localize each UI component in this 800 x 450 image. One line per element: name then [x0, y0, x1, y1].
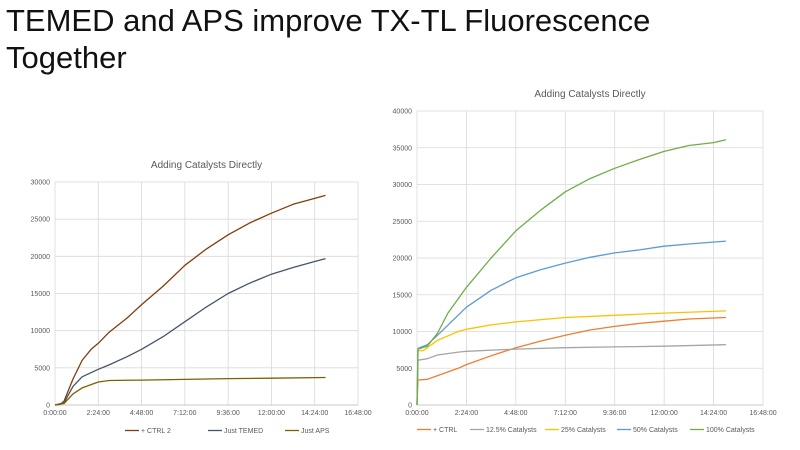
y-tick-label: 30000: [393, 182, 413, 189]
series-line--ctrl: [416, 316, 726, 406]
chart-title: Adding Catalysts Directly: [534, 89, 645, 100]
x-tick-label: 2:24:00: [87, 410, 110, 417]
legend-label: 50% Catalysts: [633, 427, 678, 434]
x-tick-label: 0:00:00: [43, 410, 66, 417]
x-tick-label: 0:00:00: [405, 410, 428, 417]
y-tick-label: 30000: [31, 180, 51, 187]
series-line-12-5-catalysts: [416, 344, 726, 406]
chart-2: Adding Catalysts Directly 0 5000 10000 15000…: [393, 89, 777, 434]
x-tick-label: 12:00:00: [651, 410, 678, 417]
series-line-100-catalysts: [416, 139, 727, 406]
x-tick-label: 14:24:00: [301, 410, 328, 417]
x-tick-label: 16:48:00: [749, 410, 776, 417]
series-line-50-catalysts: [416, 240, 726, 406]
y-tick-label: 20000: [393, 256, 413, 263]
legend-label: 25% Catalysts: [561, 427, 606, 434]
y-tick-label: 25000: [31, 217, 51, 224]
x-tick-label: 4:48:00: [130, 410, 153, 417]
x-tick-label: 2:24:00: [455, 410, 478, 417]
x-tick-label: 14:24:00: [700, 410, 727, 417]
slide-title-line1: TEMED and APS improve TX-TL Fluorescence: [6, 3, 651, 38]
y-tick-label: 10000: [31, 328, 51, 335]
x-tick-label: 16:48:00: [344, 410, 371, 417]
series-line-just-aps: [54, 376, 326, 406]
slide-title: TEMED and APS improve TX-TL Fluorescence…: [6, 2, 706, 76]
y-tick-label: 15000: [31, 291, 51, 298]
y-tick-label: 20000: [31, 254, 51, 261]
y-tick-label: 10000: [393, 329, 413, 336]
y-tick-label: 40000: [393, 109, 413, 116]
x-tick-label: 9:36:00: [216, 410, 239, 417]
series-line--ctrl-2: [54, 194, 326, 406]
legend-label: 100% Catalysts: [706, 427, 755, 434]
slide-title-line2: Together: [6, 40, 127, 75]
x-tick-label: 7:12:00: [554, 410, 577, 417]
legend-label: + CTRL: [433, 427, 457, 434]
y-tick-label: 0: [46, 403, 50, 410]
y-tick-label: 5000: [396, 366, 412, 373]
x-tick-label: 4:48:00: [504, 410, 527, 417]
y-tick-label: 35000: [393, 145, 413, 152]
legend-label: Just APS: [301, 428, 330, 435]
legend-label: 12.5% Catalysts: [486, 427, 537, 434]
y-tick-label: 5000: [34, 365, 50, 372]
y-tick-label: 25000: [393, 219, 413, 226]
y-tick-label: 0: [408, 403, 412, 410]
x-tick-label: 9:36:00: [603, 410, 626, 417]
chart-title: Adding Catalysts Directly: [151, 160, 262, 171]
legend-label: Just TEMED: [224, 428, 263, 435]
legend-label: + CTRL 2: [141, 428, 171, 435]
x-tick-label: 7:12:00: [173, 410, 196, 417]
y-tick-label: 15000: [393, 292, 413, 299]
chart-1: Adding Catalysts Directly 0 5000 10000 15000…: [31, 160, 372, 435]
x-tick-label: 12:00:00: [258, 410, 285, 417]
series-line-25-catalysts: [416, 310, 726, 406]
series-line-just-temed: [54, 257, 326, 406]
